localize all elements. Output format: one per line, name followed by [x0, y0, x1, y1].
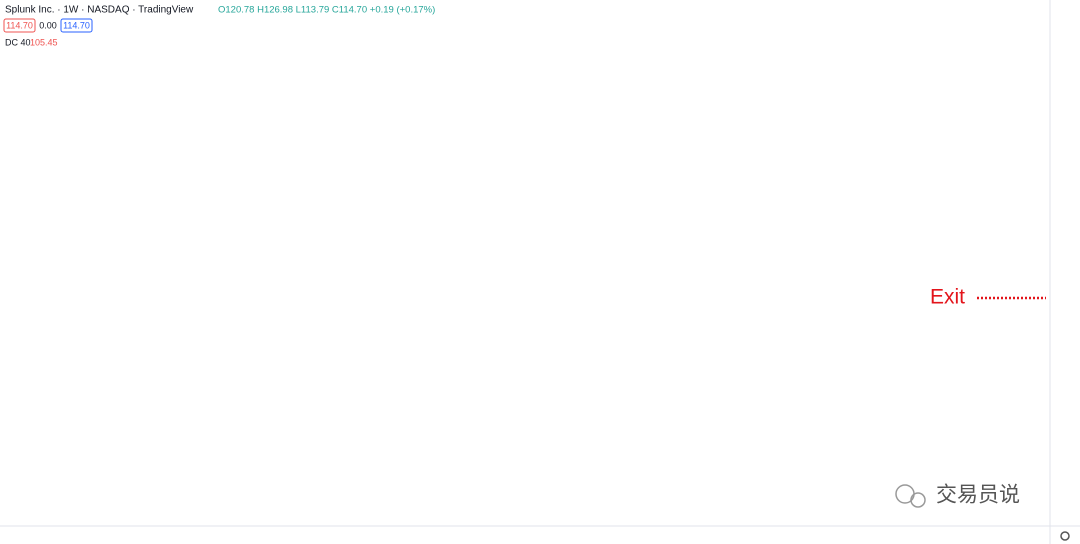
ohlc-values: O120.78 H126.98 L113.79 C114.70 +0.19 (+…	[218, 5, 435, 16]
symbol-title: Splunk Inc. · 1W · NASDAQ · TradingView	[5, 5, 194, 16]
indicator-name: DC 40	[5, 37, 31, 47]
indicator-value: 105.45	[30, 37, 58, 47]
price-box-text: 114.70	[63, 20, 90, 30]
settings-icon[interactable]	[1060, 531, 1070, 541]
annotation-text: Exit	[930, 286, 965, 309]
overlay: Splunk Inc. · 1W · NASDAQ · TradingView …	[3, 5, 1070, 541]
watermark: 交易员说	[936, 484, 1020, 507]
price-box	[3, 18, 36, 33]
spread-text: 0.00	[39, 20, 57, 30]
watermark-icon	[910, 492, 926, 508]
price-box	[60, 18, 93, 33]
price-box-text: 114.70	[6, 20, 33, 30]
